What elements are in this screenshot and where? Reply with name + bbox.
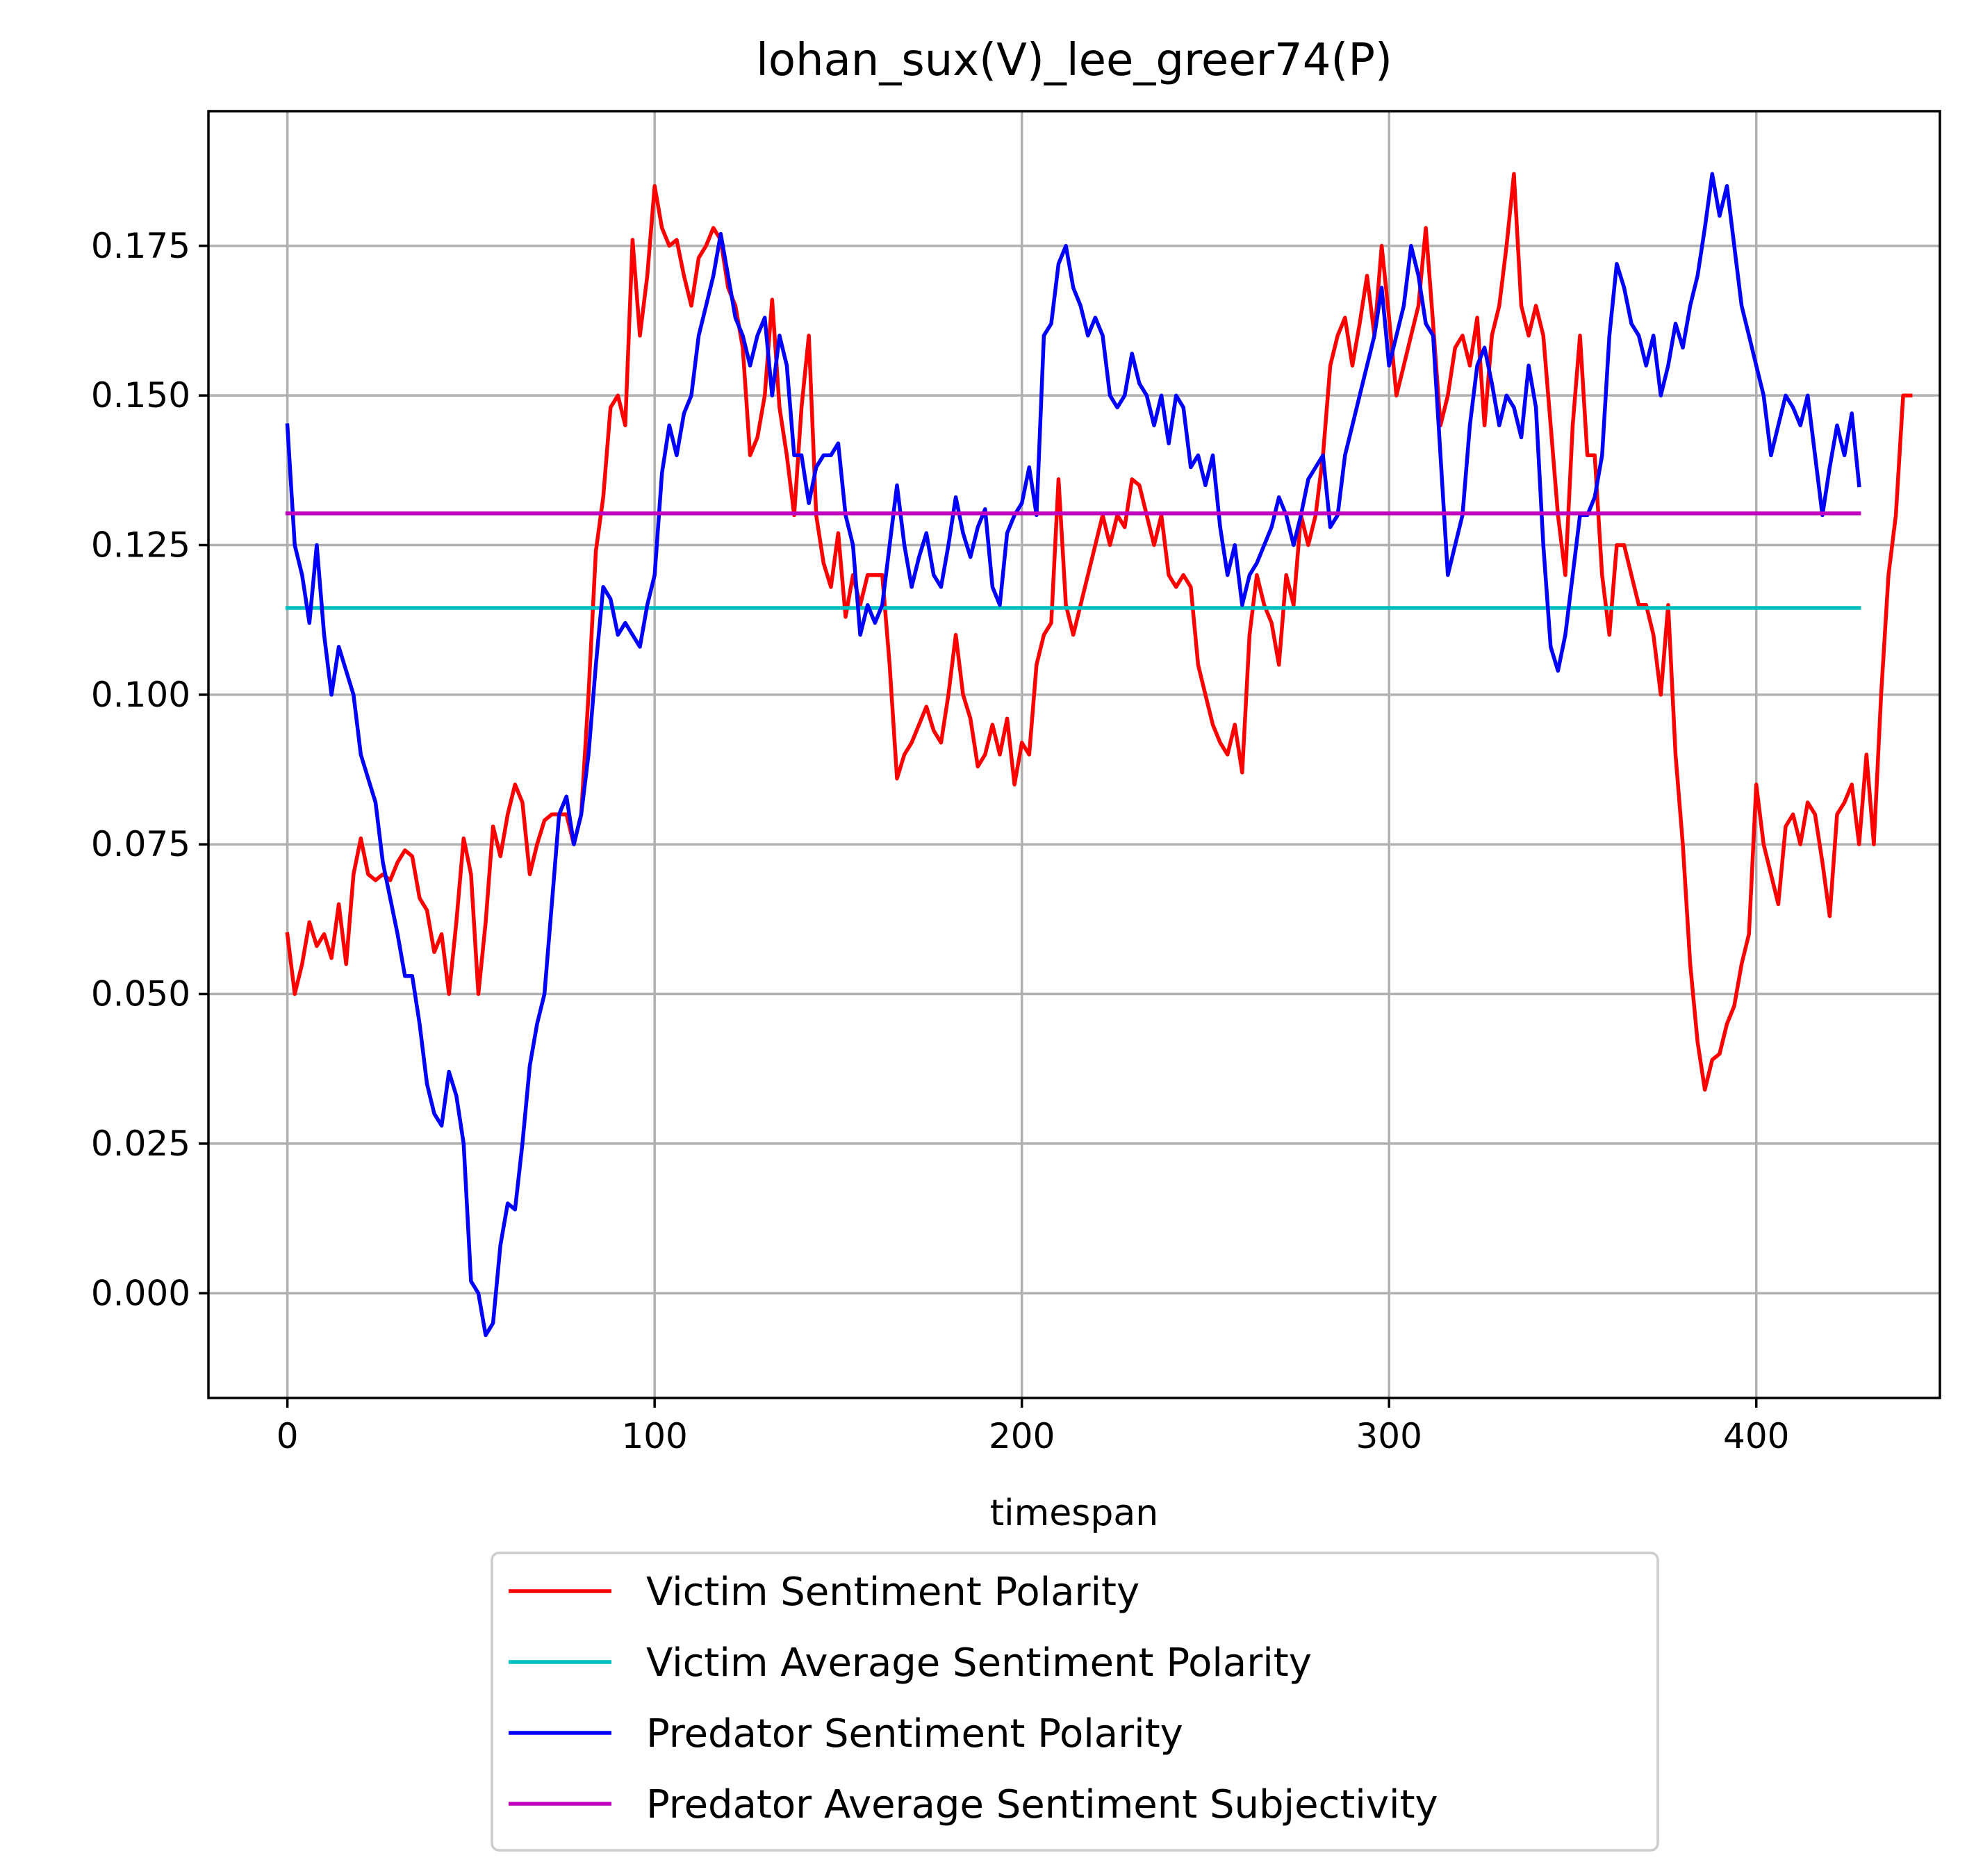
legend-frame: [491, 1552, 1659, 1852]
x-axis-label: timespan: [990, 1492, 1158, 1534]
axis-ticks: 0 100 200 300 400 0.000 0.025 0.050 0.075 0.100 0.…: [91, 226, 1790, 1456]
y-tick-label: 0.150: [91, 375, 190, 415]
legend: Victim Sentiment Polarity Victim Average …: [491, 1552, 1659, 1852]
plot-area-frame: [207, 110, 1941, 1399]
y-tick-label: 0.075: [91, 824, 190, 864]
x-tick-label: 200: [989, 1416, 1055, 1456]
series-line: [285, 172, 1861, 1338]
x-tick-label: 400: [1723, 1416, 1789, 1456]
y-tick-label: 0.125: [91, 525, 190, 566]
legend-label: Victim Sentiment Polarity: [646, 1570, 1139, 1615]
y-tick-label: 0.025: [91, 1124, 190, 1164]
legend-label: Predator Sentiment Polarity: [646, 1711, 1183, 1756]
y-tick-label: 0.175: [91, 226, 190, 266]
legend-items: Victim Sentiment Polarity Victim Average …: [509, 1570, 1438, 1827]
y-tick-label: 0.000: [91, 1273, 190, 1313]
legend-label: Predator Average Sentiment Subjectivity: [646, 1782, 1438, 1827]
y-tick-label: 0.050: [91, 974, 190, 1014]
y-tick-label: 0.100: [91, 675, 190, 715]
x-tick-label: 0: [277, 1416, 299, 1456]
chart-title: lohan_sux(V)_lee_greer74(P): [756, 35, 1392, 86]
x-tick-label: 300: [1356, 1416, 1422, 1456]
x-tick-label: 100: [621, 1416, 687, 1456]
legend-label: Victim Average Sentiment Polarity: [646, 1640, 1312, 1686]
series-lines: [285, 172, 1913, 1338]
